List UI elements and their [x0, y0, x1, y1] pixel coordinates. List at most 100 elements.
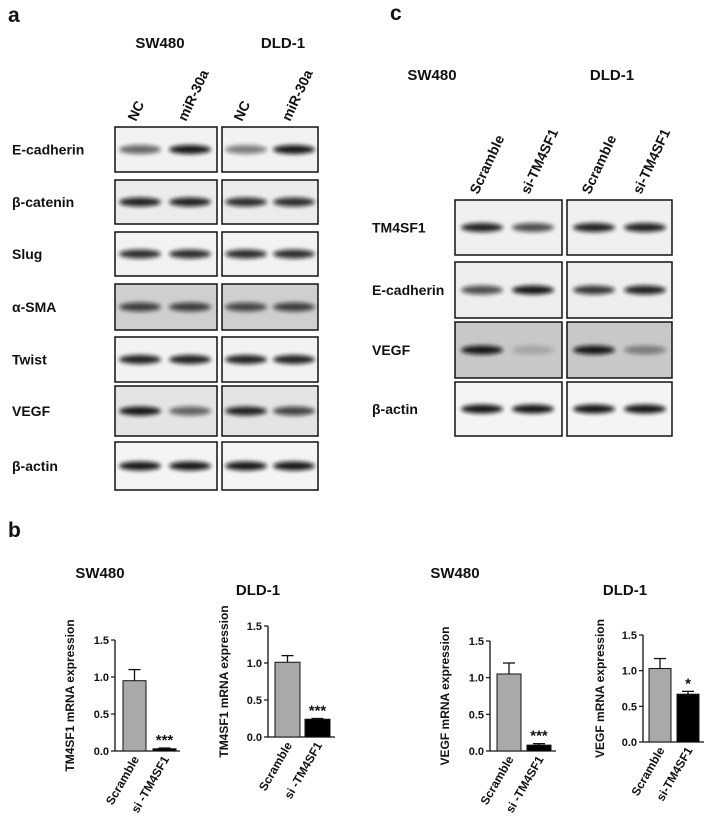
- y-axis-label: TM4SF1 mRNA expression: [63, 619, 77, 771]
- y-axis-label: VEGF mRNA expression: [438, 627, 452, 766]
- y-tick-label: 1.5: [622, 630, 637, 642]
- row-label: β-actin: [12, 458, 58, 474]
- band: [119, 302, 161, 312]
- panel-label: c: [390, 2, 402, 25]
- lane-label: NC: [230, 98, 253, 123]
- band: [624, 404, 666, 414]
- y-axis-label: VEGF mRNA expression: [593, 619, 607, 758]
- bar: [496, 673, 522, 752]
- chart-title: SW480: [75, 565, 124, 582]
- bar: [122, 680, 147, 752]
- band: [512, 404, 554, 414]
- lane-label: Scramble: [578, 132, 619, 196]
- band: [461, 404, 503, 414]
- lane-label: miR-30a: [278, 67, 316, 123]
- band: [119, 249, 161, 259]
- band: [573, 223, 615, 232]
- band: [512, 345, 554, 355]
- band: [225, 406, 267, 416]
- band: [512, 285, 554, 295]
- band: [512, 223, 554, 232]
- band: [273, 302, 315, 312]
- y-tick-label: 0.5: [94, 709, 109, 721]
- band: [273, 249, 315, 259]
- band: [169, 406, 211, 416]
- band: [273, 355, 315, 364]
- lane-label: si-TM4SF1: [517, 126, 561, 196]
- band: [169, 145, 211, 154]
- band: [573, 404, 615, 414]
- band: [119, 197, 161, 207]
- band: [273, 461, 315, 471]
- y-tick-label: 1.0: [247, 658, 262, 670]
- row-label: Twist: [12, 352, 47, 368]
- band: [225, 355, 267, 364]
- band: [169, 355, 211, 364]
- y-tick-label: 1.0: [469, 673, 484, 685]
- chart-title: DLD-1: [236, 582, 280, 599]
- row-label: VEGF: [372, 342, 411, 358]
- y-tick-label: 0.0: [622, 737, 637, 749]
- band: [225, 197, 267, 207]
- band: [461, 345, 503, 355]
- y-tick-label: 0.0: [94, 746, 109, 758]
- band: [624, 223, 666, 232]
- band: [169, 249, 211, 259]
- band: [119, 461, 161, 471]
- band: [225, 302, 267, 312]
- band: [169, 461, 211, 471]
- cell-line-header: DLD-1: [590, 67, 634, 84]
- band: [573, 285, 615, 295]
- lane-label: NC: [124, 98, 147, 123]
- band: [273, 145, 315, 154]
- cell-line-header: SW480: [135, 35, 184, 52]
- bar: [526, 744, 552, 752]
- significance: ***: [156, 732, 174, 749]
- y-tick-label: 0.5: [469, 709, 484, 721]
- significance: ***: [309, 703, 327, 720]
- chart-title: DLD-1: [603, 582, 647, 599]
- lane-label: si-TM4SF1: [629, 126, 673, 196]
- band: [225, 249, 267, 259]
- y-tick-label: 1.0: [94, 672, 109, 684]
- lane-label: miR-30a: [174, 67, 212, 123]
- bar: [648, 668, 672, 743]
- band: [573, 345, 615, 355]
- y-tick-label: 0.5: [622, 701, 637, 713]
- row-label: VEGF: [12, 403, 51, 419]
- row-label: E-cadherin: [372, 282, 444, 298]
- chart-title: SW480: [430, 565, 479, 582]
- row-label: β-catenin: [12, 194, 74, 210]
- band: [273, 406, 315, 416]
- bar: [676, 693, 700, 743]
- bar: [274, 661, 301, 738]
- y-tick-label: 1.5: [469, 636, 484, 648]
- row-label: TM4SF1: [372, 220, 426, 236]
- y-axis-label: TM4SF1 mRNA expression: [217, 605, 231, 757]
- row-label: E-cadherin: [12, 142, 84, 158]
- y-tick-label: 0.0: [247, 732, 262, 744]
- panel-label: a: [8, 4, 20, 27]
- band: [169, 197, 211, 207]
- y-tick-label: 1.0: [622, 666, 637, 678]
- cell-line-header: SW480: [407, 67, 456, 84]
- band: [461, 285, 503, 295]
- band: [225, 145, 267, 154]
- significance: *: [685, 675, 691, 692]
- lane-label: Scramble: [466, 132, 507, 196]
- row-label: β-actin: [372, 401, 418, 417]
- cell-line-header: DLD-1: [261, 35, 305, 52]
- y-tick-label: 1.5: [247, 621, 262, 633]
- row-label: α-SMA: [12, 299, 56, 315]
- y-tick-label: 0.0: [469, 746, 484, 758]
- band: [273, 197, 315, 207]
- row-label: Slug: [12, 246, 42, 262]
- y-tick-label: 0.5: [247, 695, 262, 707]
- band: [624, 285, 666, 295]
- significance: ***: [530, 728, 548, 745]
- band: [225, 461, 267, 471]
- bar: [304, 718, 331, 738]
- band: [119, 355, 161, 364]
- band: [119, 406, 161, 416]
